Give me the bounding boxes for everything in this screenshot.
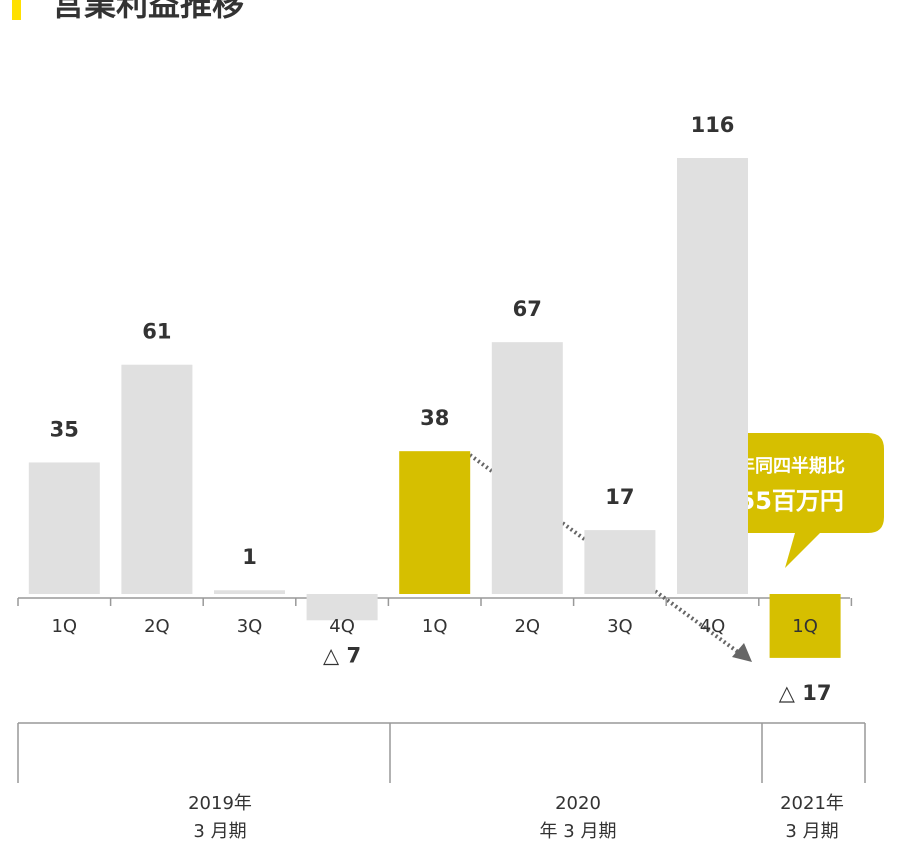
arrow-head [732, 643, 752, 662]
title-accent [12, 0, 21, 20]
group-label: 2020 [555, 793, 601, 814]
chart-title: 営業利益推移 [52, 0, 244, 23]
group-label: 3 月期 [193, 821, 246, 842]
value-label: △ 7 [323, 643, 361, 667]
x-tick-label: 4Q [329, 616, 355, 637]
value-label: 17 [605, 485, 634, 509]
value-label: 38 [420, 406, 449, 430]
x-tick-label: 1Q [51, 616, 77, 637]
x-tick-label: 2Q [144, 616, 170, 637]
group-bracket [17, 722, 866, 783]
value-label: △ 17 [779, 681, 832, 705]
x-tick-label: 3Q [237, 616, 263, 637]
bar [121, 364, 193, 594]
bar [769, 594, 841, 658]
bar [306, 594, 378, 621]
bar [491, 342, 563, 594]
value-label: 35 [50, 417, 79, 441]
group-label: 3 月期 [785, 821, 838, 842]
value-label: 61 [142, 320, 171, 344]
bar [584, 530, 656, 594]
bar [214, 590, 285, 594]
bar [677, 158, 748, 594]
bar [28, 462, 100, 594]
value-label: 67 [513, 297, 542, 321]
x-tick-label: 1Q [422, 616, 448, 637]
value-label: 1 [242, 545, 257, 569]
value-label: 116 [691, 113, 735, 137]
group-label: 2019年 [188, 793, 252, 814]
x-tick-label: 2Q [514, 616, 540, 637]
callout-text: 前年同四半期比 [719, 455, 845, 477]
group-label: 年 3 月期 [540, 821, 617, 842]
group-label: 2021年 [780, 793, 844, 814]
x-tick-label: 3Q [607, 616, 633, 637]
x-tick-label: 4Q [700, 616, 726, 637]
bar [399, 451, 471, 594]
x-tick-label: 1Q [792, 616, 818, 637]
